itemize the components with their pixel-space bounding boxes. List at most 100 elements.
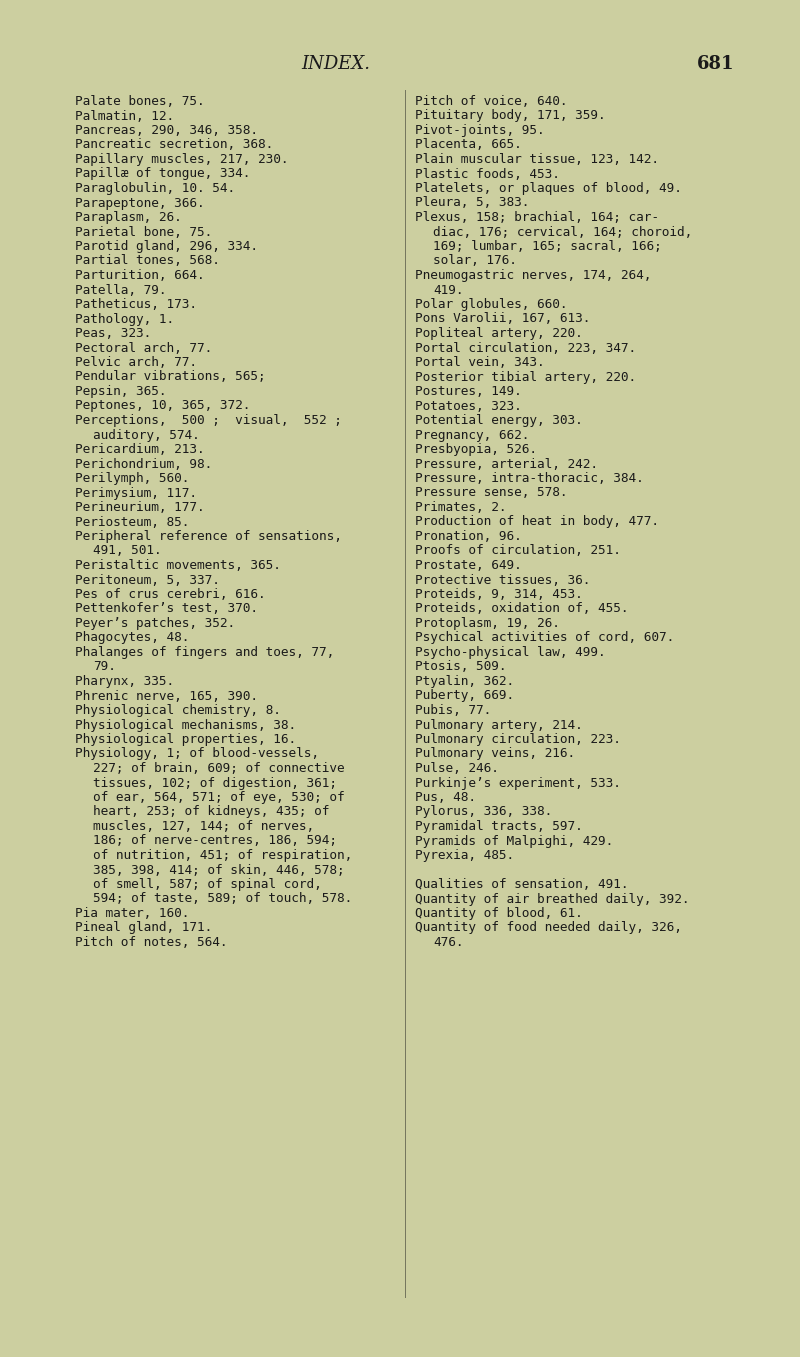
Text: Plain muscular tissue, 123, 142.: Plain muscular tissue, 123, 142. — [415, 153, 659, 166]
Text: Pulmonary circulation, 223.: Pulmonary circulation, 223. — [415, 733, 621, 746]
Text: of ear, 564, 571; of eye, 530; of: of ear, 564, 571; of eye, 530; of — [93, 791, 345, 803]
Text: of smell, 587; of spinal cord,: of smell, 587; of spinal cord, — [93, 878, 322, 892]
Text: Parietal bone, 75.: Parietal bone, 75. — [75, 225, 212, 239]
Text: Peritoneum, 5, 337.: Peritoneum, 5, 337. — [75, 574, 220, 586]
Text: Perilymph, 560.: Perilymph, 560. — [75, 472, 190, 484]
Text: Pronation, 96.: Pronation, 96. — [415, 531, 522, 543]
Text: Peas, 323.: Peas, 323. — [75, 327, 151, 341]
Text: Protective tissues, 36.: Protective tissues, 36. — [415, 574, 590, 586]
Text: Physiological properties, 16.: Physiological properties, 16. — [75, 733, 296, 746]
Text: heart, 253; of kidneys, 435; of: heart, 253; of kidneys, 435; of — [93, 806, 330, 818]
Text: 491, 501.: 491, 501. — [93, 544, 162, 558]
Text: Pendular vibrations, 565;: Pendular vibrations, 565; — [75, 370, 266, 384]
Text: Popliteal artery, 220.: Popliteal artery, 220. — [415, 327, 582, 341]
Text: Patheticus, 173.: Patheticus, 173. — [75, 299, 197, 311]
Text: Pressure, arterial, 242.: Pressure, arterial, 242. — [415, 457, 598, 471]
Text: Pharynx, 335.: Pharynx, 335. — [75, 674, 174, 688]
Text: Psycho-physical law, 499.: Psycho-physical law, 499. — [415, 646, 606, 660]
Text: Pleura, 5, 383.: Pleura, 5, 383. — [415, 197, 530, 209]
Text: Proofs of circulation, 251.: Proofs of circulation, 251. — [415, 544, 621, 558]
Text: Pus, 48.: Pus, 48. — [415, 791, 476, 803]
Text: 79.: 79. — [93, 661, 116, 673]
Text: Quantity of air breathed daily, 392.: Quantity of air breathed daily, 392. — [415, 893, 690, 905]
Text: Pulmonary artery, 214.: Pulmonary artery, 214. — [415, 718, 582, 731]
Text: Pathology, 1.: Pathology, 1. — [75, 312, 174, 326]
Text: Pitch of voice, 640.: Pitch of voice, 640. — [415, 95, 567, 109]
Text: Palmatin, 12.: Palmatin, 12. — [75, 110, 174, 122]
Text: muscles, 127, 144; of nerves,: muscles, 127, 144; of nerves, — [93, 820, 314, 833]
Text: Perimysium, 117.: Perimysium, 117. — [75, 487, 197, 499]
Text: Prostate, 649.: Prostate, 649. — [415, 559, 522, 573]
Text: Protoplasm, 19, 26.: Protoplasm, 19, 26. — [415, 617, 560, 630]
Text: Proteids, oxidation of, 455.: Proteids, oxidation of, 455. — [415, 603, 629, 616]
Text: Partial tones, 568.: Partial tones, 568. — [75, 255, 220, 267]
Text: Phrenic nerve, 165, 390.: Phrenic nerve, 165, 390. — [75, 689, 258, 703]
Text: Pyramidal tracts, 597.: Pyramidal tracts, 597. — [415, 820, 582, 833]
Text: Pelvic arch, 77.: Pelvic arch, 77. — [75, 356, 197, 369]
Text: Pineal gland, 171.: Pineal gland, 171. — [75, 921, 212, 935]
Text: Qualities of sensation, 491.: Qualities of sensation, 491. — [415, 878, 629, 892]
Text: 419.: 419. — [433, 284, 463, 296]
Text: Pia mater, 160.: Pia mater, 160. — [75, 906, 190, 920]
Text: Portal circulation, 223, 347.: Portal circulation, 223, 347. — [415, 342, 636, 354]
Text: Phagocytes, 48.: Phagocytes, 48. — [75, 631, 190, 645]
Text: Pregnancy, 662.: Pregnancy, 662. — [415, 429, 530, 441]
Text: of nutrition, 451; of respiration,: of nutrition, 451; of respiration, — [93, 849, 352, 862]
Text: Physiology, 1; of blood-vessels,: Physiology, 1; of blood-vessels, — [75, 748, 319, 760]
Text: Parturition, 664.: Parturition, 664. — [75, 269, 205, 282]
Text: Puberty, 669.: Puberty, 669. — [415, 689, 514, 703]
Text: 169; lumbar, 165; sacral, 166;: 169; lumbar, 165; sacral, 166; — [433, 240, 662, 252]
Text: diac, 176; cervical, 164; choroid,: diac, 176; cervical, 164; choroid, — [433, 225, 692, 239]
Text: INDEX.: INDEX. — [302, 56, 370, 73]
Text: Pivot-joints, 95.: Pivot-joints, 95. — [415, 123, 545, 137]
Text: Posterior tibial artery, 220.: Posterior tibial artery, 220. — [415, 370, 636, 384]
Text: Pes of crus cerebri, 616.: Pes of crus cerebri, 616. — [75, 588, 266, 601]
Text: Quantity of blood, 61.: Quantity of blood, 61. — [415, 906, 582, 920]
Text: Pancreas, 290, 346, 358.: Pancreas, 290, 346, 358. — [75, 123, 258, 137]
Text: Pulse, 246.: Pulse, 246. — [415, 763, 499, 775]
Text: Peyer’s patches, 352.: Peyer’s patches, 352. — [75, 617, 235, 630]
Text: 186; of nerve-centres, 186, 594;: 186; of nerve-centres, 186, 594; — [93, 835, 337, 848]
Text: Pneumogastric nerves, 174, 264,: Pneumogastric nerves, 174, 264, — [415, 269, 651, 282]
Text: tissues, 102; of digestion, 361;: tissues, 102; of digestion, 361; — [93, 776, 337, 790]
Text: Physiological chemistry, 8.: Physiological chemistry, 8. — [75, 704, 281, 716]
Text: Pectoral arch, 77.: Pectoral arch, 77. — [75, 342, 212, 354]
Text: Purkinje’s experiment, 533.: Purkinje’s experiment, 533. — [415, 776, 621, 790]
Text: Paraplasm, 26.: Paraplasm, 26. — [75, 210, 182, 224]
Text: Palate bones, 75.: Palate bones, 75. — [75, 95, 205, 109]
Text: Potatoes, 323.: Potatoes, 323. — [415, 399, 522, 413]
Text: Perineurium, 177.: Perineurium, 177. — [75, 501, 205, 514]
Text: Peptones, 10, 365, 372.: Peptones, 10, 365, 372. — [75, 399, 250, 413]
Text: Pulmonary veins, 216.: Pulmonary veins, 216. — [415, 748, 575, 760]
Text: 594; of taste, 589; of touch, 578.: 594; of taste, 589; of touch, 578. — [93, 893, 352, 905]
Text: Quantity of food needed daily, 326,: Quantity of food needed daily, 326, — [415, 921, 682, 935]
Text: Postures, 149.: Postures, 149. — [415, 385, 522, 398]
Text: Pettenkofer’s test, 370.: Pettenkofer’s test, 370. — [75, 603, 258, 616]
Text: Papillary muscles, 217, 230.: Papillary muscles, 217, 230. — [75, 153, 289, 166]
Text: Perichondrium, 98.: Perichondrium, 98. — [75, 457, 212, 471]
Text: Potential energy, 303.: Potential energy, 303. — [415, 414, 582, 427]
Text: 227; of brain, 609; of connective: 227; of brain, 609; of connective — [93, 763, 345, 775]
Text: Pylorus, 336, 338.: Pylorus, 336, 338. — [415, 806, 552, 818]
Text: Pepsin, 365.: Pepsin, 365. — [75, 385, 166, 398]
Text: 385, 398, 414; of skin, 446, 578;: 385, 398, 414; of skin, 446, 578; — [93, 863, 345, 877]
Text: solar, 176.: solar, 176. — [433, 255, 517, 267]
Text: Pitch of notes, 564.: Pitch of notes, 564. — [75, 936, 227, 949]
Text: Paraglobulin, 10. 54.: Paraglobulin, 10. 54. — [75, 182, 235, 195]
Text: 681: 681 — [698, 56, 734, 73]
Text: Polar globules, 660.: Polar globules, 660. — [415, 299, 567, 311]
Text: Production of heat in body, 477.: Production of heat in body, 477. — [415, 516, 659, 528]
Text: Pyrexia, 485.: Pyrexia, 485. — [415, 849, 514, 862]
Text: Pancreatic secretion, 368.: Pancreatic secretion, 368. — [75, 138, 274, 152]
Text: Peripheral reference of sensations,: Peripheral reference of sensations, — [75, 531, 342, 543]
Text: Papillæ of tongue, 334.: Papillæ of tongue, 334. — [75, 167, 250, 180]
Text: Patella, 79.: Patella, 79. — [75, 284, 166, 296]
Text: Physiological mechanisms, 38.: Physiological mechanisms, 38. — [75, 718, 296, 731]
Text: Pericardium, 213.: Pericardium, 213. — [75, 442, 205, 456]
Text: Presbyopia, 526.: Presbyopia, 526. — [415, 442, 537, 456]
Text: Proteids, 9, 314, 453.: Proteids, 9, 314, 453. — [415, 588, 582, 601]
Text: Platelets, or plaques of blood, 49.: Platelets, or plaques of blood, 49. — [415, 182, 682, 195]
Text: Pons Varolii, 167, 613.: Pons Varolii, 167, 613. — [415, 312, 590, 326]
Text: Ptyalin, 362.: Ptyalin, 362. — [415, 674, 514, 688]
Text: Phalanges of fingers and toes, 77,: Phalanges of fingers and toes, 77, — [75, 646, 334, 660]
